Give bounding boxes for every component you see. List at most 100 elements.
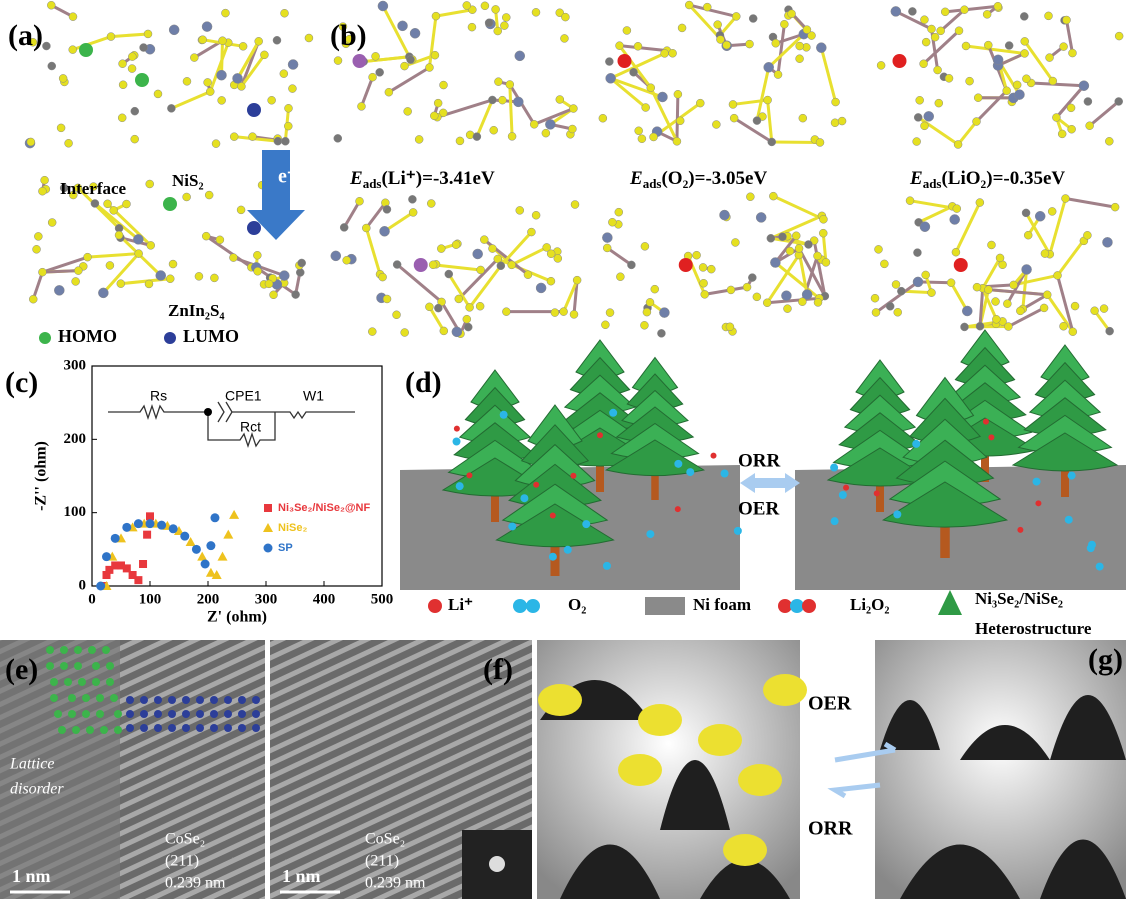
atom (726, 285, 736, 295)
lattice-dot (54, 710, 62, 718)
annotation: ORR (808, 818, 853, 840)
atom (804, 240, 813, 249)
bond (475, 99, 494, 138)
atom (229, 132, 239, 141)
atom (1078, 80, 1090, 91)
atom (403, 107, 412, 116)
bond (981, 257, 1002, 289)
atom (746, 192, 755, 201)
bond (499, 231, 533, 267)
atom (1021, 264, 1032, 275)
atom (425, 63, 434, 72)
lattice-dot (224, 724, 232, 732)
atom (675, 116, 685, 126)
atom (1059, 322, 1068, 331)
bond (1031, 81, 1084, 88)
bond (732, 98, 768, 106)
lattice-dot (100, 726, 108, 734)
atom (527, 227, 536, 237)
atom (333, 134, 343, 143)
bond (733, 116, 773, 144)
atom (634, 126, 643, 136)
lattice-dot (46, 662, 54, 670)
atom (921, 37, 931, 47)
atom (32, 245, 41, 254)
bond (562, 279, 579, 313)
bond (205, 234, 253, 269)
atom (215, 235, 225, 245)
atom (1040, 249, 1050, 258)
particle (548, 552, 557, 561)
atom (439, 326, 449, 336)
bond (1022, 293, 1048, 311)
atom (1057, 129, 1067, 139)
atom (569, 310, 579, 319)
atom (267, 96, 276, 105)
data-point (200, 559, 210, 569)
annotation: NiS₂ (172, 171, 204, 190)
atom (139, 43, 148, 52)
atom (345, 34, 354, 44)
bond (428, 306, 446, 332)
atom (602, 243, 612, 253)
particle (563, 545, 572, 554)
lattice-dot (106, 662, 114, 670)
bond (396, 263, 443, 304)
atom (1045, 53, 1054, 62)
atom (815, 138, 825, 147)
particle (453, 425, 460, 432)
lattice-dot (210, 724, 218, 732)
atom (778, 232, 787, 242)
bond (364, 227, 382, 275)
atom (944, 74, 954, 83)
atom (569, 104, 578, 113)
lattice-dot (82, 694, 90, 702)
atom (677, 23, 687, 33)
bond (1065, 197, 1116, 209)
bond (170, 90, 211, 110)
atom (64, 139, 73, 148)
atom (1085, 121, 1094, 130)
atom (992, 315, 1001, 324)
atom (880, 259, 889, 269)
atom (640, 321, 649, 330)
atom (731, 238, 740, 247)
bond (875, 280, 919, 314)
atom (117, 113, 127, 123)
atom (785, 246, 795, 256)
atom (451, 326, 463, 338)
atom (428, 260, 438, 270)
bond (767, 296, 820, 305)
atom (414, 135, 424, 144)
atom (163, 197, 177, 211)
atom (876, 61, 886, 70)
atom (748, 273, 757, 282)
atom (260, 50, 269, 60)
atom (1003, 299, 1012, 308)
bond (363, 55, 410, 64)
atom (874, 245, 883, 254)
atom (801, 289, 813, 300)
atom (463, 322, 473, 332)
atom (795, 41, 804, 51)
bond (42, 269, 79, 274)
bond (572, 280, 579, 315)
atom (1061, 194, 1070, 203)
atom (505, 80, 515, 89)
tree-tier (495, 503, 615, 548)
atom (813, 298, 823, 307)
atom (920, 121, 929, 131)
lattice-dot (196, 696, 204, 704)
tree-tier (881, 481, 1009, 528)
bond (1065, 19, 1074, 54)
atom (716, 35, 725, 44)
trunk (876, 480, 884, 512)
atom (783, 304, 792, 313)
legend-marker (263, 523, 273, 532)
atom (90, 199, 100, 208)
atom (1062, 15, 1071, 25)
atom (502, 13, 511, 22)
symbol: E (909, 168, 923, 189)
atom (254, 37, 263, 46)
symbol: E (629, 168, 643, 189)
